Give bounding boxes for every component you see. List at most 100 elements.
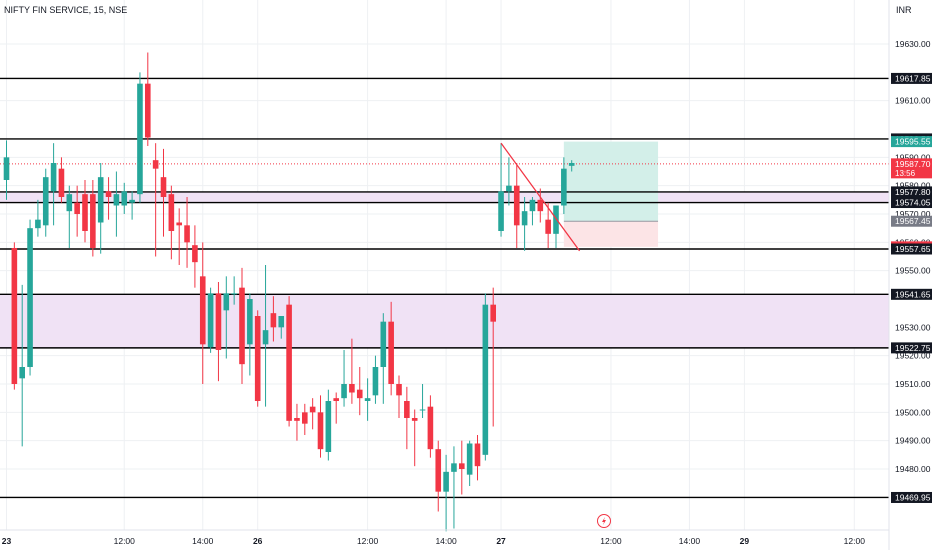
candle-body: [506, 185, 512, 192]
candle-body: [380, 321, 387, 367]
price-label: 19557.65: [895, 244, 931, 254]
candle-body: [459, 463, 465, 469]
candle-body: [19, 367, 25, 379]
candle-body: [388, 321, 394, 384]
time-tick-label: 14:00: [679, 536, 701, 546]
price-tick-label: 19500.00: [895, 407, 931, 417]
price-label-bg: [891, 215, 932, 227]
candle-body: [50, 163, 57, 192]
candle-body: [553, 205, 559, 234]
candle-body: [341, 384, 347, 399]
candle-body: [262, 330, 269, 345]
price-tick-label: 19590.00: [895, 152, 931, 162]
candle-body: [121, 191, 128, 206]
price-label: 19574.05: [895, 198, 931, 208]
candle-body: [27, 228, 33, 367]
candle-body: [349, 384, 355, 393]
price-tick-label: 19490.00: [895, 436, 931, 446]
candle-body: [317, 412, 324, 450]
candle-body: [498, 191, 504, 231]
trendline[interactable]: [500, 142, 581, 252]
price-label-bg: [891, 158, 932, 179]
candle-body: [474, 443, 481, 467]
grid-lines: [0, 0, 889, 530]
stop-loss-zone[interactable]: [563, 221, 659, 247]
price-zone: [0, 294, 889, 348]
candle-body: [364, 398, 371, 401]
lightning-bolt-icon-glyph[interactable]: [602, 517, 606, 525]
candle-body: [466, 443, 473, 475]
candle-body: [239, 287, 245, 365]
candle-body: [192, 245, 198, 263]
price-zone: [0, 191, 889, 203]
candle-body: [482, 304, 489, 455]
time-tick-label: 12:00: [114, 536, 136, 546]
horizontal-levels[interactable]: [0, 77, 889, 499]
lightning-bolt-icon-ring[interactable]: [597, 514, 611, 528]
target-zone[interactable]: [563, 141, 659, 222]
candle-body: [168, 194, 175, 231]
candle-body: [152, 160, 159, 169]
candle-body: [286, 304, 292, 421]
trendline[interactable]: [500, 142, 581, 252]
candlesticks: [3, 52, 575, 532]
candle-body: [129, 199, 135, 203]
candle-body: [58, 168, 65, 197]
candle-body: [490, 304, 496, 322]
time-axis[interactable]: 23 12:00 14:00 26 12:00 14:00 27 12:00 14:00 29 12…: [2, 536, 865, 546]
price-tick-label: 19510.00: [895, 379, 931, 389]
price-tick-label: 19520.00: [895, 351, 931, 361]
candle-body: [145, 83, 151, 138]
candle-body: [513, 185, 520, 226]
candle-body: [435, 449, 442, 492]
price-label: 19541.65: [895, 289, 931, 299]
price-label: 19567.45: [895, 216, 931, 226]
price-label-bg: [891, 491, 932, 503]
support-resistance-zones: [0, 191, 889, 348]
price-label: 19522.75: [895, 343, 931, 353]
candle-body: [231, 293, 237, 295]
candle-body: [294, 418, 300, 421]
price-label-bg: [891, 342, 932, 354]
candle-body: [66, 194, 73, 212]
candle-body: [404, 401, 410, 418]
candle-body: [42, 177, 49, 226]
candle-body: [302, 412, 308, 424]
candle-body: [443, 471, 449, 492]
price-label-bg: [891, 243, 932, 255]
time-tick-label: 12:00: [844, 536, 866, 546]
candle-body: [278, 316, 285, 328]
candle-body: [113, 194, 120, 206]
candle-body: [521, 211, 528, 226]
price-tick-label: 19610.00: [895, 96, 931, 106]
time-tick-label: 29: [740, 536, 750, 546]
long-position-tool[interactable]: [563, 141, 659, 247]
price-label: 19617.85: [895, 73, 931, 83]
candle-body: [427, 406, 434, 450]
price-tick-label: 19550.00: [895, 266, 931, 276]
candle-body: [90, 194, 96, 248]
price-label-bg: [891, 136, 932, 148]
candle-body: [537, 199, 544, 212]
candle-body: [529, 199, 536, 212]
candle-body: [97, 177, 104, 223]
candle-body: [411, 418, 418, 421]
price-label-bg: [891, 186, 932, 198]
candle-body: [396, 384, 402, 396]
time-tick-label: 12:00: [600, 536, 622, 546]
candle-body: [247, 299, 253, 345]
price-label: 19469.95: [895, 492, 931, 502]
lightning-bolt-icon[interactable]: [597, 514, 611, 528]
price-label-bg: [891, 197, 932, 209]
currency-label: INR: [896, 5, 912, 15]
candle-body: [82, 194, 88, 231]
candle-body: [160, 177, 167, 197]
candle-body: [356, 389, 363, 399]
price-tick-label: 19630.00: [895, 39, 931, 49]
price-label: 19595.55: [895, 137, 931, 147]
price-label: 19587.70: [895, 159, 931, 169]
price-label-countdown: 13:56: [895, 169, 916, 178]
chart-symbol-title[interactable]: NIFTY FIN SERVICE, 15, NSE: [4, 5, 128, 15]
